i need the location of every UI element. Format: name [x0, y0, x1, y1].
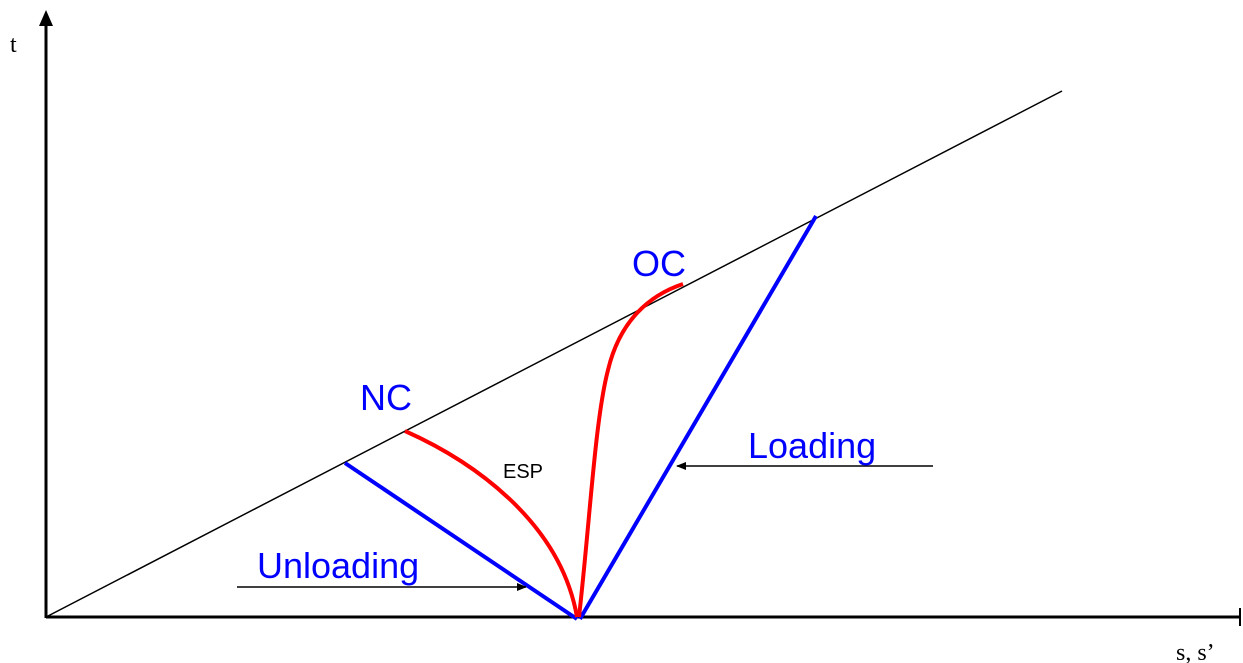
- loading-label: Loading: [748, 425, 876, 466]
- y-axis-label: t: [10, 32, 17, 58]
- y-axis-arrowhead: [39, 10, 53, 26]
- loading-stress-path: [578, 214, 818, 621]
- esp-label: ESP: [503, 461, 543, 483]
- unloading-stress-path: [343, 461, 579, 621]
- nc-effective-stress-path: [404, 429, 579, 618]
- unloading-label: Unloading: [257, 545, 419, 586]
- oc-effective-stress-path: [577, 282, 684, 618]
- oc-label: OC: [632, 243, 686, 284]
- axes: [39, 10, 1241, 626]
- x-axis-label: s, s’: [1176, 640, 1215, 663]
- nc-label: NC: [360, 377, 412, 418]
- failure-envelope-line: [47, 90, 1063, 617]
